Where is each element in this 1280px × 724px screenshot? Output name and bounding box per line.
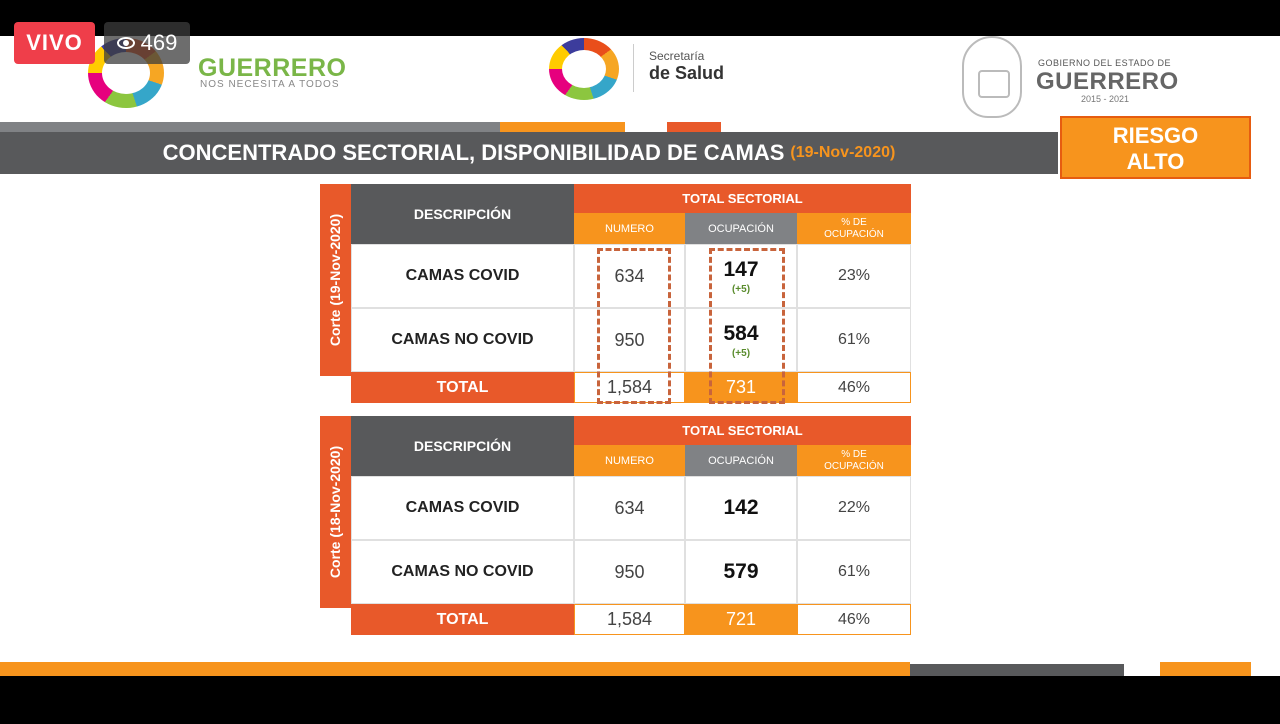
header-total-sectorial: TOTAL SECTORIAL: [574, 184, 911, 213]
row-occupation: 579: [685, 540, 797, 604]
row-occupation: 147 (+5): [685, 244, 797, 308]
risk-badge: RIESGO ALTO: [1060, 116, 1251, 179]
stripe-orange-small: [667, 122, 721, 132]
beds-table-previous: Corte (18-Nov-2020) DESCRIPCIÓN TOTAL SE…: [320, 416, 912, 638]
eye-icon: [116, 37, 135, 49]
header-description: DESCRIPCIÓN: [351, 416, 574, 476]
brand-left-name: GUERRERO: [198, 54, 347, 82]
logo-divider: [633, 44, 634, 92]
table-side-label: Corte (19-Nov-2020): [320, 184, 351, 376]
beds-table-current: Corte (19-Nov-2020) DESCRIPCIÓN TOTAL SE…: [320, 184, 912, 404]
total-pct: 46%: [797, 604, 911, 635]
live-badge: VIVO: [14, 22, 95, 64]
brand-left-tagline: NOS NECESITA A TODOS: [200, 79, 340, 90]
row-label: CAMAS COVID: [351, 476, 574, 540]
title-bar: CONCENTRADO SECTORIAL, DISPONIBILIDAD DE…: [0, 132, 1058, 174]
total-number: 1,584: [574, 604, 685, 635]
title-date: (19-Nov-2020): [790, 144, 896, 161]
row-pct: 61%: [797, 540, 911, 604]
row-delta: (+5): [731, 283, 751, 295]
presentation-slide: GUERRERO NOS NECESITA A TODOS Secretaría…: [0, 36, 1280, 676]
row-number: 950: [574, 308, 685, 372]
header-pct: % DE OCUPACIÓN: [797, 213, 911, 244]
risk-line2: ALTO: [1126, 149, 1185, 174]
stripe-orange: [500, 122, 625, 132]
footer-stripe-orange-right: [1160, 662, 1251, 676]
header-pct: % DE OCUPACIÓN: [797, 445, 911, 476]
row-label: CAMAS NO COVID: [351, 308, 574, 372]
total-label: TOTAL: [351, 372, 574, 403]
header-occupation: OCUPACIÓN: [685, 445, 797, 476]
table-side-label: Corte (18-Nov-2020): [320, 416, 351, 608]
row-label: CAMAS NO COVID: [351, 540, 574, 604]
row-pct: 23%: [797, 244, 911, 308]
total-label: TOTAL: [351, 604, 574, 635]
gov-years: 2015 - 2021: [1081, 94, 1130, 104]
row-number: 950: [574, 540, 685, 604]
total-pct: 46%: [797, 372, 911, 403]
gov-line1: GOBIERNO DEL ESTADO DE: [1038, 58, 1172, 68]
header-total-sectorial: TOTAL SECTORIAL: [574, 416, 911, 445]
header-number: NUMERO: [574, 445, 685, 476]
salud-logo-icon: [549, 38, 619, 100]
footer-stripe-orange: [0, 662, 910, 676]
viewer-count-value: 469: [140, 30, 178, 55]
row-label: CAMAS COVID: [351, 244, 574, 308]
total-occupation: 731: [685, 372, 797, 403]
total-number: 1,584: [574, 372, 685, 403]
footer-stripe-gray: [910, 664, 1124, 676]
row-number: 634: [574, 244, 685, 308]
brand-center-line2: de Salud: [649, 63, 725, 83]
row-pct: 22%: [797, 476, 911, 540]
row-number: 634: [574, 476, 685, 540]
gov-line2: GUERRERO: [1036, 68, 1179, 95]
row-occupation: 584 (+5): [685, 308, 797, 372]
total-occupation: 721: [685, 604, 797, 635]
header-description: DESCRIPCIÓN: [351, 184, 574, 244]
row-pct: 61%: [797, 308, 911, 372]
header-number: NUMERO: [574, 213, 685, 244]
page-title: CONCENTRADO SECTORIAL, DISPONIBILIDAD DE…: [162, 140, 785, 165]
row-delta: (+5): [731, 347, 751, 359]
header-occupation: OCUPACIÓN: [685, 213, 797, 244]
row-occupation: 142: [685, 476, 797, 540]
risk-line1: RIESGO: [1112, 123, 1199, 148]
brand-center-line1: Secretaría: [649, 49, 705, 63]
state-seal-icon: [962, 36, 1022, 118]
viewer-count: 469: [104, 22, 190, 64]
stripe-gray: [0, 122, 500, 132]
